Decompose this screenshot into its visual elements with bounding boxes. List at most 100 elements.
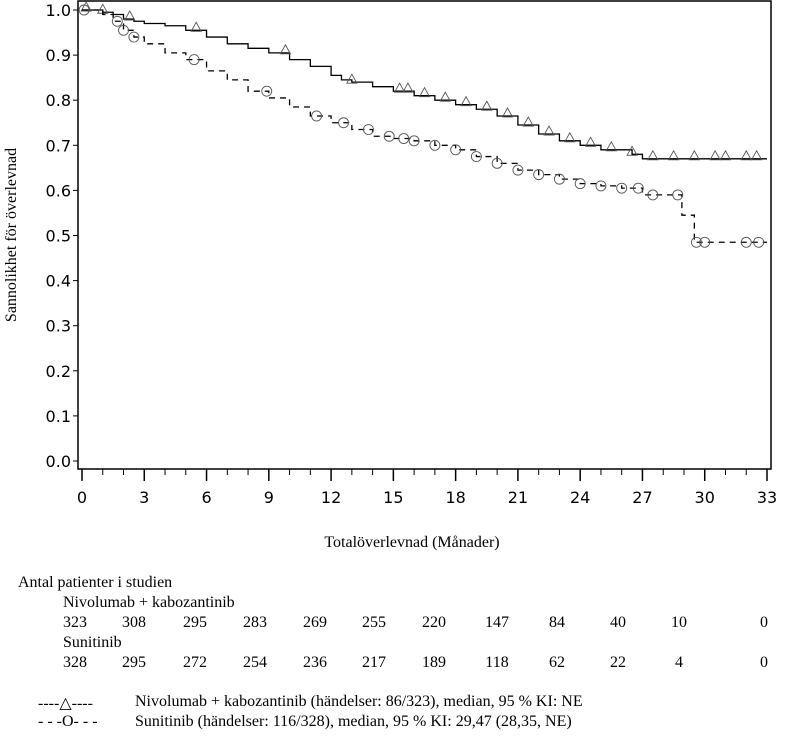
- risk-count: 0: [760, 614, 768, 631]
- risk-count: 147: [485, 614, 509, 631]
- x-axis: 0 3 6 9 12 15 18 21 24 27 30 33: [77, 469, 777, 507]
- plot-frame: [77, 0, 772, 470]
- y-tick-label: 0.7: [46, 136, 71, 155]
- censor-marker-circle: [740, 236, 752, 248]
- risk-count: 323: [63, 614, 87, 631]
- censor-marker-circle: [553, 173, 565, 185]
- risk-count: 217: [362, 654, 386, 671]
- series-layer: [78, 1, 767, 248]
- censor-marker-triangle: [719, 149, 732, 161]
- censor-marker-triangle: [190, 21, 202, 32]
- y-tick-label: 0.5: [46, 227, 71, 246]
- risk-count: 84: [549, 614, 565, 631]
- censor-marker-circle: [512, 164, 524, 176]
- censor-marker-circle: [616, 182, 628, 194]
- x-axis-title: Totalöverlevnad (Månader): [324, 534, 499, 551]
- legend-symbol-circle: - - -O- - -: [38, 713, 98, 730]
- risk-count: 255: [362, 614, 386, 631]
- censor-marker-triangle: [605, 140, 618, 152]
- censor-marker-circle: [261, 85, 273, 97]
- censor-marker-triangle: [584, 136, 597, 147]
- censor-marker-triangle: [393, 82, 406, 93]
- y-tick-label: 0.9: [46, 46, 71, 65]
- censor-marker-circle: [78, 4, 90, 16]
- risk-count: 189: [422, 654, 446, 671]
- censor-marker-circle: [188, 54, 200, 66]
- y-axis-title: Sannolikhet för överlevnad: [3, 148, 20, 322]
- y-tick-label: 0.3: [46, 317, 71, 336]
- censor-marker-circle: [111, 15, 123, 27]
- censor-marker-triangle: [688, 149, 701, 161]
- x-tick-label: 24: [570, 488, 590, 507]
- censor-marker-triangle: [279, 43, 292, 55]
- y-tick-label: 1.0: [46, 1, 71, 20]
- censor-marker-circle: [647, 189, 659, 201]
- risk-count: 4: [675, 654, 683, 671]
- risk-count: 236: [303, 654, 327, 671]
- x-tick-label: 6: [201, 488, 211, 507]
- x-tick-label: 9: [264, 488, 274, 507]
- legend-symbol-triangle: ----△----: [38, 695, 93, 712]
- censor-marker-triangle: [564, 131, 576, 143]
- censor-marker-triangle: [709, 149, 721, 161]
- censor-marker-circle: [398, 133, 410, 144]
- risk-count: 40: [610, 614, 626, 631]
- censor-marker-circle: [753, 236, 765, 248]
- risk-count: 283: [243, 614, 267, 631]
- x-tick-label: 0: [77, 488, 87, 507]
- risk-count: 295: [183, 614, 207, 631]
- risk-count: 22: [610, 654, 626, 671]
- censor-marker-circle: [699, 236, 711, 248]
- x-tick-label: 30: [695, 488, 715, 507]
- censor-marker-triangle: [740, 149, 753, 161]
- x-tick-label: 21: [508, 488, 528, 507]
- censor-marker-triangle: [402, 82, 414, 93]
- x-tick-label: 15: [383, 488, 403, 507]
- censor-marker-circle: [533, 169, 545, 181]
- x-tick-label: 27: [632, 488, 652, 507]
- risk-count: 254: [243, 654, 267, 671]
- censor-marker-triangle: [543, 125, 555, 136]
- x-tick-label: 3: [139, 488, 149, 507]
- censor-marker-triangle: [439, 91, 452, 102]
- km-chart: 0.0 0.1 0.2 0.3 0.4 0.5 0.6 0.7 0.8 0.9 1.0 0 3 6 9 12…: [3, 0, 777, 551]
- y-tick-label: 0.1: [46, 407, 71, 426]
- legend-entry-sunitinib: - - -O- - - Sunitinib (händelser: 116/32…: [0, 713, 809, 735]
- y-axis: 0.0 0.1 0.2 0.3 0.4 0.5 0.6 0.7 0.8 0.9 1.0: [46, 1, 78, 471]
- censor-marker-circle: [690, 236, 702, 248]
- censor-marker-circle: [429, 139, 441, 151]
- censor-marker-circle: [595, 180, 607, 192]
- y-tick-label: 0.2: [46, 362, 71, 381]
- risk-count: 295: [122, 654, 146, 671]
- risk-table-title: Antal patienter i studien: [18, 574, 173, 591]
- censor-marker-triangle: [750, 149, 763, 161]
- x-tick-label: 33: [757, 488, 777, 507]
- y-tick-label: 0.8: [46, 91, 71, 110]
- censor-marker-triangle: [80, 1, 92, 12]
- censor-marker-triangle: [626, 145, 638, 156]
- risk-count: 62: [549, 654, 565, 671]
- censor-marker-circle: [491, 157, 503, 169]
- censor-marker-triangle: [418, 86, 431, 98]
- censor-marker-triangle: [522, 116, 535, 127]
- censor-marker-circle: [632, 182, 644, 194]
- risk-count: 220: [422, 614, 446, 631]
- legend-text: Nivolumab + kabozantinib (händelser: 86/…: [135, 693, 583, 710]
- censor-marker-circle: [470, 151, 482, 163]
- censor-marker-triangle: [647, 149, 659, 161]
- censor-marker-circle: [338, 117, 349, 129]
- censor-marker-circle: [363, 124, 374, 135]
- risk-count: 308: [122, 614, 146, 631]
- censor-marker-triangle: [460, 95, 472, 107]
- x-tick-label: 12: [321, 488, 341, 507]
- risk-group-label-sunitinib: Sunitinib: [63, 634, 122, 651]
- risk-count: 0: [760, 654, 768, 671]
- km-curve-sunitinib: [82, 9, 767, 243]
- censor-marker-triangle: [667, 149, 680, 161]
- censor-marker-circle: [408, 135, 420, 147]
- censor-marker-triangle: [481, 100, 493, 111]
- legend-entry-nivolumab: ----△---- Nivolumab + kabozantinib (händ…: [0, 693, 809, 715]
- risk-count: 272: [183, 654, 207, 671]
- risk-count: 328: [63, 654, 87, 671]
- censor-marker-circle: [311, 110, 323, 122]
